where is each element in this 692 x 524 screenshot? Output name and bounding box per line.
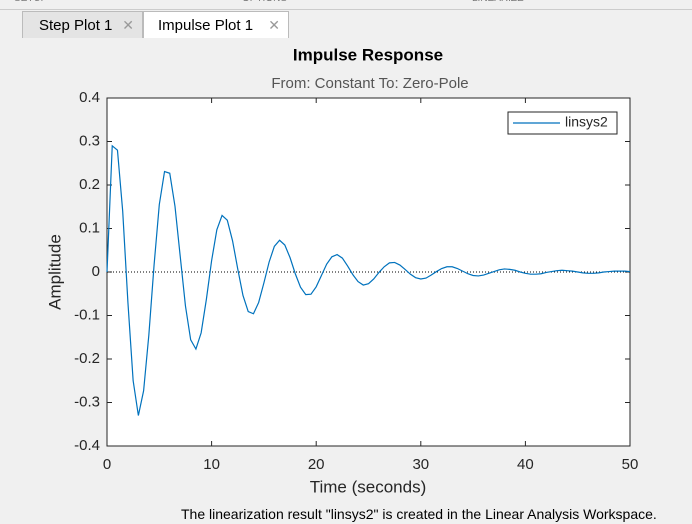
tab-label: Step Plot 1 [39, 17, 113, 34]
x-axis-label: Time (seconds) [310, 477, 427, 496]
x-tick-label: 30 [412, 456, 429, 473]
y-tick-label: 0.1 [79, 219, 100, 236]
y-tick-label: 0 [92, 263, 100, 280]
y-axis-label: Amplitude [45, 234, 64, 310]
y-tick-label: -0.3 [74, 393, 100, 410]
y-tick-label: 0.4 [79, 89, 100, 106]
x-tick-label: 10 [203, 456, 220, 473]
series-line [106, 144, 631, 416]
close-icon[interactable]: ✕ [122, 17, 134, 33]
chart-title: Impulse Response [293, 45, 443, 64]
y-tick-label: -0.1 [74, 306, 100, 323]
legend-label: linsys2 [565, 114, 608, 130]
divider [0, 9, 692, 10]
chart-subtitle: From: Constant To: Zero-Pole [271, 75, 468, 92]
x-tick-label: 40 [517, 456, 534, 473]
y-tick-label: -0.4 [74, 437, 100, 454]
tab[interactable]: Impulse Plot 1 ✕ [143, 11, 289, 38]
x-tick-label: 0 [103, 456, 111, 473]
status-text: The linearization result "linsys2" is cr… [181, 506, 657, 522]
ribbon-label: SETUP [14, 0, 47, 4]
close-icon[interactable]: ✕ [268, 17, 280, 33]
x-tick-label: 20 [308, 456, 325, 473]
legend-box [507, 111, 618, 135]
tab[interactable]: Step Plot 1 ✕ [22, 11, 143, 38]
y-tick-label: -0.2 [74, 350, 100, 367]
ribbon-label: LINEARIZE [472, 0, 524, 4]
y-tick-label: 0.2 [79, 176, 100, 193]
y-tick-label: 0.3 [79, 132, 100, 149]
chart: Impulse Response From: Constant To: Zero… [0, 38, 692, 504]
ribbon-label: OPTIONS [242, 0, 287, 4]
x-tick-label: 50 [622, 456, 639, 473]
tab-label: Impulse Plot 1 [158, 17, 254, 34]
